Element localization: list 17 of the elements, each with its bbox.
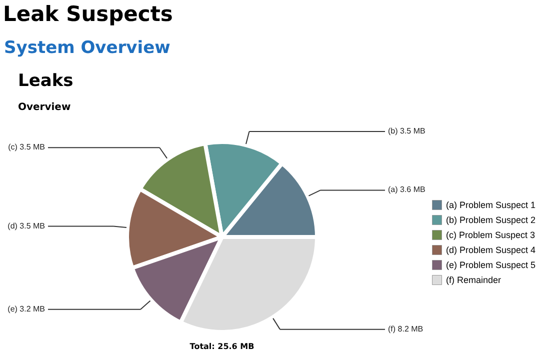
chart-title: Leak Suspects <box>3 2 173 26</box>
legend-label: (f) Remainder <box>446 275 502 285</box>
legend-label: (a) Problem Suspect 1 <box>446 200 536 210</box>
data-label: (e) 3.2 MB <box>8 304 45 314</box>
text: Overview <box>18 102 71 113</box>
data-label: (d) 3.5 MB <box>8 221 45 230</box>
data-label: (b) 3.5 MB <box>388 126 426 136</box>
legend-label: (e) Problem Suspect 5 <box>446 260 536 270</box>
text: Leaks <box>18 71 74 91</box>
data-label: (c) 3.5 MB <box>8 142 45 152</box>
legend-label: (d) Problem Suspect 4 <box>446 245 536 255</box>
data-label: (a) 3.6 MB <box>388 185 426 194</box>
legend-label: (c) Problem Suspect 3 <box>446 230 536 240</box>
text: System Overview <box>4 38 171 58</box>
text: Total: 25.6 MB <box>190 342 254 351</box>
data-label: (f) 8.2 MB <box>388 324 424 334</box>
legend-label: (b) Problem Suspect 2 <box>446 215 536 225</box>
